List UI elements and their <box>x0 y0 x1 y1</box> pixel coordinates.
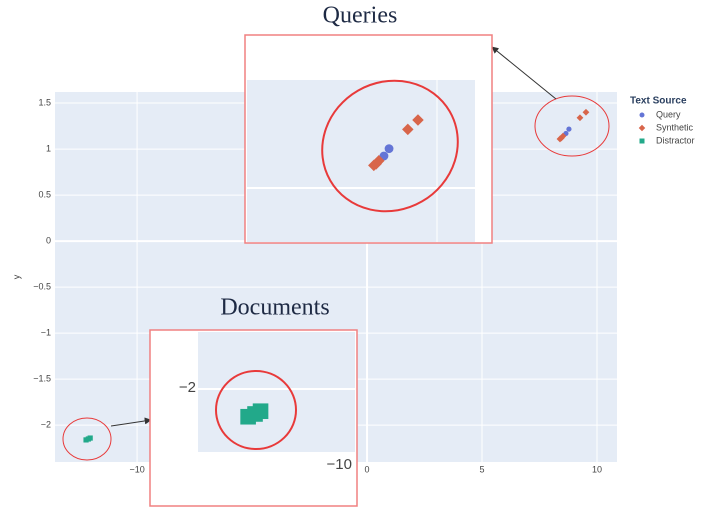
point <box>582 108 590 116</box>
legend-title: Text Source <box>630 96 687 107</box>
inset-tick-label: −2 <box>179 379 196 396</box>
legend-swatch <box>638 124 646 132</box>
inset-circle <box>321 79 459 213</box>
y-tick-label: 0 <box>46 235 51 245</box>
highlight-circle <box>534 95 610 157</box>
y-tick-label: 0.5 <box>38 189 51 199</box>
legend-swatch <box>639 138 645 144</box>
inset-tick-label: −10 <box>327 456 352 473</box>
point <box>566 126 572 132</box>
legend-label: Distractor <box>656 135 695 145</box>
inset-title: Documents <box>220 295 329 321</box>
point <box>370 158 382 170</box>
y-axis-title: y <box>11 274 21 279</box>
inset-title: Queries <box>323 3 398 29</box>
x-tick-label: 10 <box>592 464 602 474</box>
arrow <box>491 46 557 100</box>
legend-label: Query <box>656 109 681 119</box>
point <box>576 114 584 122</box>
legend-label: Synthetic <box>656 122 694 132</box>
point <box>85 436 91 442</box>
y-tick-label: −1 <box>41 328 51 338</box>
point <box>373 154 385 167</box>
y-tick-label: −1.5 <box>33 374 51 384</box>
inset-plot-area <box>198 332 355 452</box>
point <box>412 114 424 126</box>
point <box>247 406 263 422</box>
arrow <box>110 417 152 427</box>
x-tick-label: 0 <box>365 464 370 474</box>
highlight-circle <box>62 417 112 461</box>
y-tick-label: −0.5 <box>33 281 51 291</box>
point <box>557 134 565 142</box>
y-tick-label: 1.5 <box>38 97 51 107</box>
legend-swatch <box>639 112 645 118</box>
x-tick-label: 5 <box>480 464 485 474</box>
point <box>402 123 414 136</box>
inset-circle <box>215 370 297 450</box>
x-tick-label: −10 <box>129 464 144 474</box>
y-tick-label: 1 <box>46 143 51 153</box>
y-tick-label: −2 <box>41 420 51 430</box>
point <box>384 144 394 154</box>
inset-plot-area <box>247 80 475 242</box>
